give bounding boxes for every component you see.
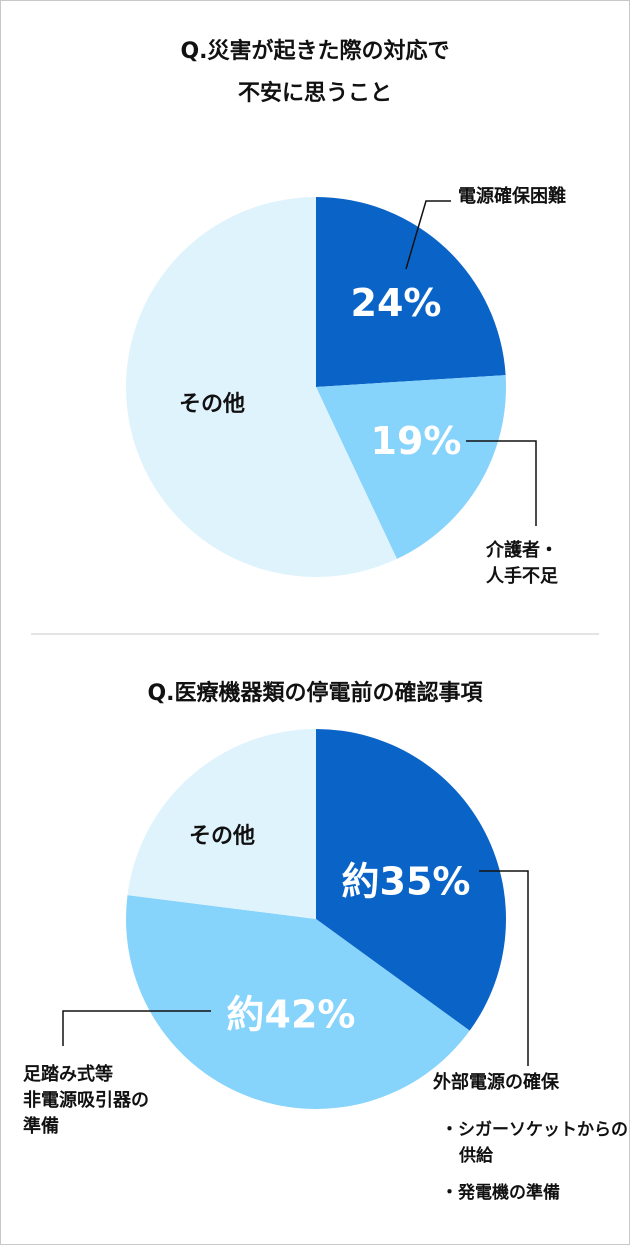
- pie-slice: [316, 197, 506, 387]
- annotation: ・シガーソケットからの供給: [441, 1120, 628, 1166]
- category-label: 介護者・ 人手不足: [486, 540, 558, 588]
- category-label: その他: [179, 392, 246, 417]
- value-label: 19%: [370, 419, 462, 463]
- value-label: 約42%: [226, 992, 356, 1037]
- category-label: 外部電源の確保: [433, 1072, 559, 1093]
- value-label: 24%: [350, 281, 442, 325]
- leader-line: [466, 440, 537, 526]
- leader-line: [479, 870, 529, 1066]
- pie-slice: [316, 729, 506, 1031]
- category-label: 電源確保困難: [458, 186, 566, 207]
- leader-line: [62, 1010, 211, 1046]
- annotation: ・発電機の準備: [441, 1183, 560, 1203]
- pie-slice: [126, 895, 470, 1109]
- chart-title: Q.医療機器類の停電前の確認事項: [147, 681, 483, 706]
- category-label: その他: [189, 824, 256, 849]
- pie-slice: [125, 197, 397, 578]
- pie-slice: [316, 375, 507, 559]
- category-label: 足踏み式等 非電源吸引器の 準備: [23, 1064, 149, 1138]
- value-label: 約35%: [341, 859, 471, 904]
- pie-slice: [127, 729, 317, 919]
- leader-line: [405, 200, 451, 270]
- chart-title: Q.災害が起きた際の対応で 不安に思うこと: [180, 39, 450, 106]
